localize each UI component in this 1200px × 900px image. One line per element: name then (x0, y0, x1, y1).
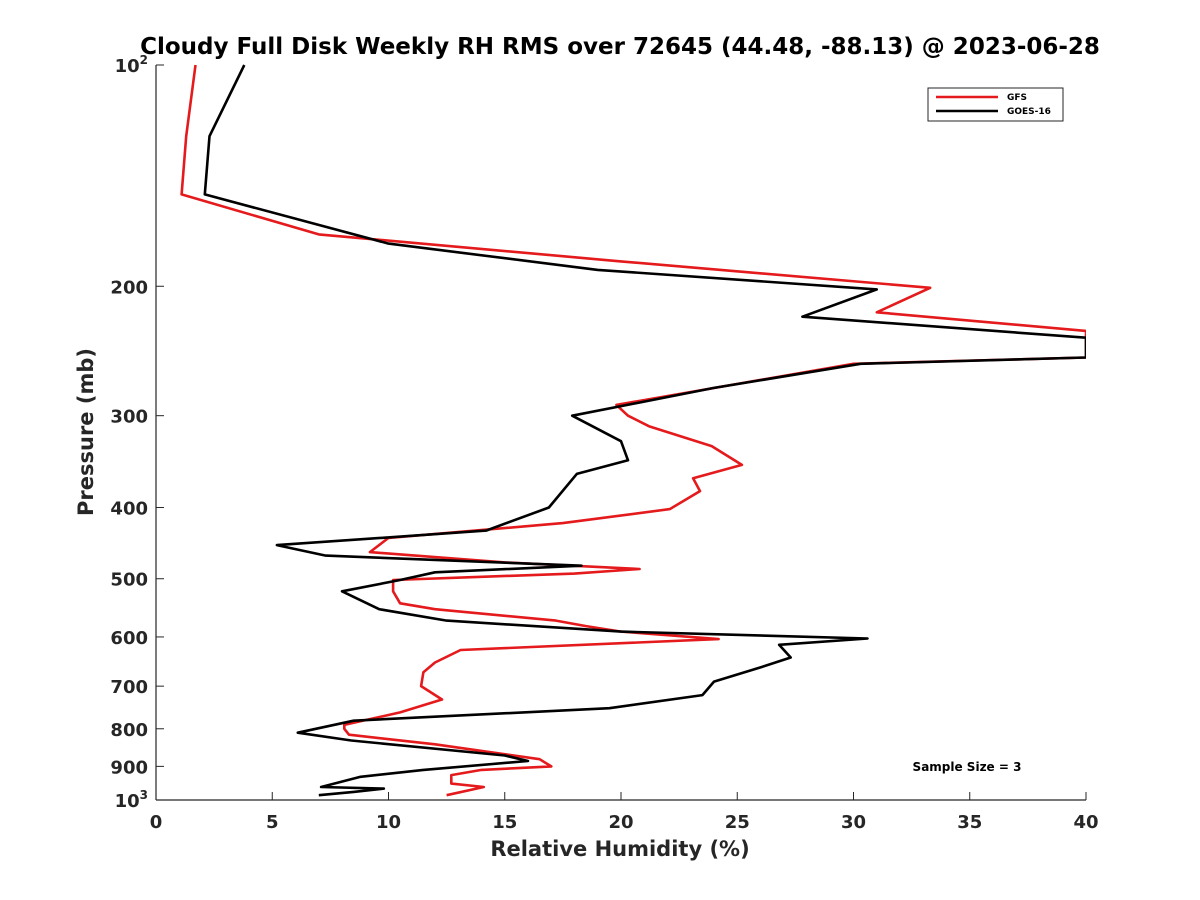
y-tick-label: 500 (110, 570, 148, 591)
y-tick-label: 600 (110, 628, 148, 649)
x-tick-label: 15 (492, 812, 517, 833)
x-tick-label: 25 (725, 812, 750, 833)
x-tick-label: 5 (266, 812, 279, 833)
y-tick-label: 800 (110, 720, 148, 741)
y-tick-label: 400 (110, 499, 148, 520)
y-axis-label: Pressure (mb) (74, 348, 98, 516)
plot-axes: 0 5 10 15 20 25 30 35 40 102 200 300 400 500 600 700 800… (110, 53, 1098, 833)
x-tick-label: 30 (841, 812, 866, 833)
chart-legend: GFS GOES-16 (927, 87, 1064, 122)
y-tick-label: 700 (110, 677, 148, 698)
x-tick-label: 35 (957, 812, 982, 833)
y-tick-label: 300 (110, 407, 148, 428)
legend-entry: GOES-16 (1007, 107, 1051, 117)
y-tick-label: 900 (110, 757, 148, 778)
y-tick-label: 103 (115, 788, 148, 812)
x-axis-label: Relative Humidity (%) (490, 837, 749, 861)
plot-series (180, 64, 1086, 797)
x-tick-label: 0 (150, 812, 163, 833)
legend-entry: GFS (1007, 93, 1027, 103)
x-tick-label: 10 (376, 812, 401, 833)
series-line-goes-16 (203, 64, 1086, 797)
y-tick-label: 102 (115, 53, 148, 77)
x-tick-label: 40 (1073, 812, 1098, 833)
y-tick-label: 200 (110, 277, 148, 298)
series-line-gfs (180, 64, 1086, 797)
chart-title: Cloudy Full Disk Weekly RH RMS over 7264… (140, 34, 1100, 60)
sample-size-annotation: Sample Size = 3 (913, 760, 1022, 774)
legend-box (927, 87, 1064, 122)
x-tick-label: 20 (608, 812, 633, 833)
